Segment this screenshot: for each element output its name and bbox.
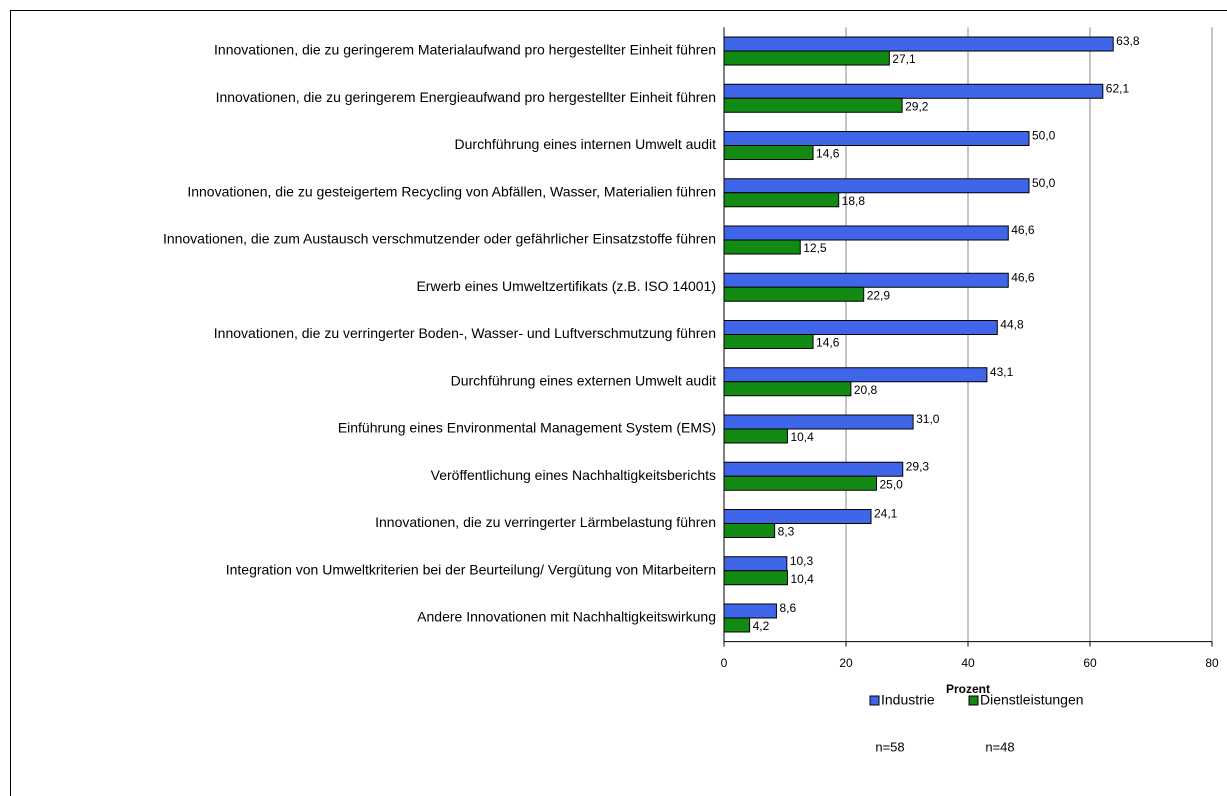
data-label: 24,1 (874, 507, 898, 521)
legend-swatch (869, 695, 880, 706)
bar (723, 428, 788, 444)
data-label: 8,6 (779, 601, 796, 615)
data-label: 31,0 (916, 412, 940, 426)
x-tick-label: 20 (839, 656, 853, 670)
category-label: Innovationen, die zu gesteigertem Recycl… (187, 183, 716, 199)
legend-label: Industrie (881, 692, 935, 708)
data-label: 10,3 (790, 554, 814, 568)
bar (723, 556, 788, 572)
category-label: Innovationen, die zu geringerem Energiea… (216, 89, 716, 105)
data-label: 46,6 (1011, 223, 1035, 237)
bar (723, 83, 1104, 99)
category-label: Durchführung eines externen Umwelt audit (451, 372, 716, 388)
bar (723, 414, 914, 430)
category-label: Andere Innovationen mit Nachhaltigkeitsw… (417, 609, 716, 625)
bar (723, 381, 852, 397)
bar (723, 320, 998, 335)
category-label: Innovationen, die zu verringerter Boden-… (214, 325, 716, 341)
bar (723, 192, 840, 208)
category-label: Innovationen, die zum Austausch verschmu… (163, 231, 716, 247)
bar (723, 131, 1030, 147)
annotation: n=48 (985, 739, 1014, 754)
bar (723, 617, 751, 633)
data-label: 10,4 (790, 572, 814, 586)
bar (723, 239, 801, 255)
data-label: 8,3 (778, 525, 795, 539)
category-label: Durchführung eines internen Umwelt audit (455, 136, 717, 152)
bar (723, 178, 1030, 194)
data-label: 50,0 (1032, 129, 1056, 143)
category-label: Innovationen, die zu verringerter Lärmbe… (375, 514, 716, 530)
bar (723, 475, 877, 491)
x-tick-label: 40 (961, 656, 975, 670)
category-label: Erwerb eines Umweltzertifikats (z.B. ISO… (416, 278, 716, 294)
data-label: 25,0 (880, 477, 904, 491)
data-label: 27,1 (892, 52, 916, 66)
bar (723, 36, 1114, 52)
category-label: Innovationen, die zu geringerem Material… (214, 42, 716, 58)
bar (723, 145, 814, 161)
data-label: 44,8 (1000, 318, 1024, 332)
data-label: 10,4 (790, 430, 814, 444)
bar (723, 522, 776, 538)
category-label: Veröffentlichung eines Nachhaltigkeitsbe… (431, 467, 716, 483)
bar (723, 508, 872, 524)
x-tick-label: 60 (1083, 656, 1097, 670)
bar (723, 461, 904, 477)
data-label: 14,6 (816, 147, 840, 161)
data-label: 29,3 (906, 459, 930, 473)
bar (723, 286, 865, 302)
bar (723, 570, 788, 586)
legend-label: Dienstleistungen (980, 692, 1084, 708)
bar (723, 272, 1009, 288)
data-label: 46,6 (1011, 270, 1035, 284)
data-label: 20,8 (854, 383, 878, 397)
bar (723, 225, 1009, 241)
bar (723, 50, 890, 66)
data-label: 14,6 (816, 336, 840, 350)
bar (723, 367, 988, 383)
bar (723, 603, 777, 619)
data-label: 12,5 (803, 241, 827, 255)
annotation: n=58 (875, 739, 904, 754)
data-label: 63,8 (1116, 34, 1140, 48)
data-label: 62,1 (1106, 81, 1130, 95)
bar (723, 334, 814, 349)
frame (10, 10, 1227, 796)
category-label: Einführung eines Environmental Managemen… (338, 420, 716, 436)
data-label: 50,0 (1032, 176, 1056, 190)
x-tick-label: 80 (1205, 656, 1219, 670)
category-label: Integration von Umweltkriterien bei der … (226, 561, 716, 577)
data-label: 22,9 (867, 288, 891, 302)
data-label: 18,8 (842, 194, 866, 208)
x-axis-label: Prozent (946, 682, 990, 696)
x-tick-label: 0 (721, 656, 728, 670)
bar (723, 97, 903, 113)
data-label: 4,2 (753, 619, 770, 633)
data-label: 43,1 (990, 365, 1014, 379)
legend-swatch (968, 695, 979, 706)
data-label: 29,2 (905, 99, 929, 113)
